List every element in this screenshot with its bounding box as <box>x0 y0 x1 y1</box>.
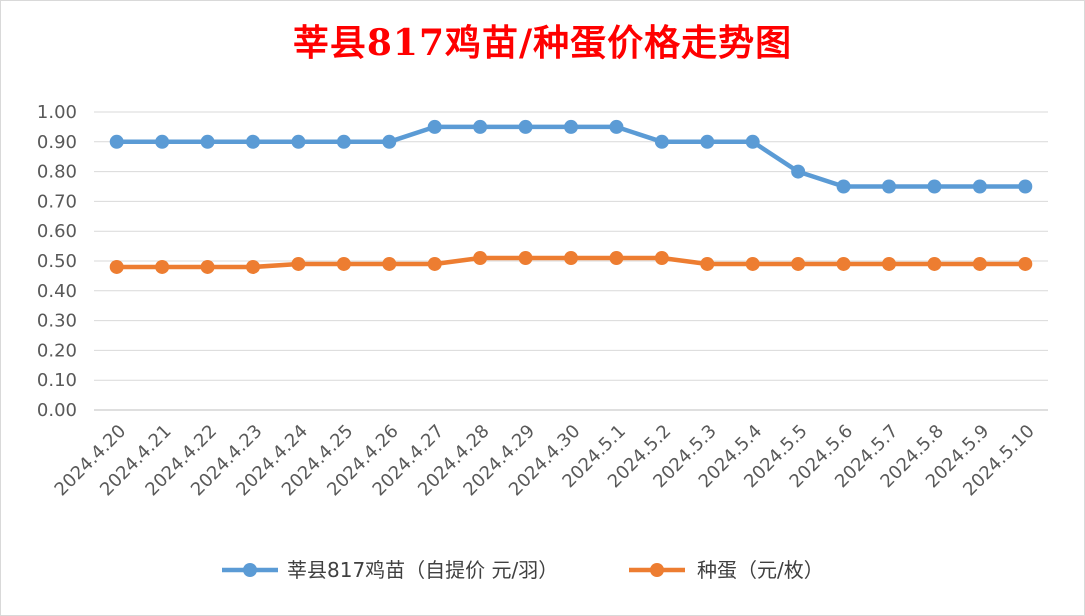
y-tick-label: 0.60 <box>37 221 77 242</box>
data-point <box>291 256 306 271</box>
data-point <box>336 134 351 149</box>
data-point <box>336 256 351 271</box>
legend-item: 种蛋（元/枚） <box>629 558 824 582</box>
y-tick-label: 1.00 <box>37 102 77 123</box>
data-point <box>700 256 715 271</box>
data-point <box>609 251 624 266</box>
x-axis-tick-labels: 2024.4.202024.4.212024.4.222024.4.232024… <box>51 421 1039 501</box>
legend-item: 莘县817鸡苗（自提价 元/羽） <box>222 558 558 582</box>
data-point <box>1018 256 1033 271</box>
legend-marker <box>650 563 664 577</box>
series-1 <box>109 119 1033 194</box>
y-tick-label: 0.90 <box>37 132 77 153</box>
data-point <box>1018 179 1033 194</box>
data-point <box>155 259 170 274</box>
data-point <box>564 251 578 266</box>
data-point <box>382 256 397 271</box>
data-point <box>791 256 806 271</box>
data-point <box>882 179 896 194</box>
data-point <box>791 164 806 179</box>
data-point <box>927 256 942 271</box>
data-point <box>427 256 442 271</box>
y-tick-label: 0.10 <box>37 370 77 391</box>
data-point <box>109 259 124 274</box>
y-tick-label: 0.70 <box>37 191 77 212</box>
y-tick-label: 0.80 <box>37 162 77 183</box>
data-point <box>972 256 987 271</box>
data-point <box>291 134 306 149</box>
y-tick-label: 0.20 <box>37 340 77 361</box>
data-point <box>427 119 442 134</box>
data-point <box>609 119 624 134</box>
y-tick-label: 0.50 <box>37 251 77 272</box>
data-point <box>654 134 669 149</box>
data-point <box>155 134 170 149</box>
data-point <box>200 134 215 149</box>
y-tick-label: 0.40 <box>37 281 77 302</box>
data-point <box>700 134 715 149</box>
data-point <box>200 259 215 274</box>
series-group <box>109 119 1033 274</box>
data-point <box>745 256 760 271</box>
data-point <box>246 134 260 149</box>
y-axis-tick-labels: 0.00 0.10 0.20 0.30 0.40 0.50 0.60 0.70 0.80 0.90… <box>37 102 77 421</box>
data-point <box>882 256 896 271</box>
data-point <box>564 119 578 134</box>
y-tick-label: 0.30 <box>37 311 77 332</box>
data-point <box>836 256 851 271</box>
series-2 <box>109 251 1033 274</box>
data-point <box>518 251 533 266</box>
legend-label: 种蛋（元/枚） <box>697 558 824 582</box>
legend-label: 莘县817鸡苗（自提价 元/羽） <box>287 558 558 582</box>
data-point <box>654 251 669 266</box>
data-point <box>836 179 851 194</box>
data-point <box>382 134 397 149</box>
data-point <box>473 119 488 134</box>
legend-marker <box>243 563 257 577</box>
y-tick-label: 0.00 <box>37 400 77 421</box>
legend: 莘县817鸡苗（自提价 元/羽） 种蛋（元/枚） <box>222 558 824 582</box>
data-point <box>745 134 760 149</box>
data-point <box>927 179 942 194</box>
data-point <box>109 134 124 149</box>
data-point <box>518 119 533 134</box>
chart-title: 莘县817鸡苗/种蛋价格走势图 <box>292 22 793 64</box>
data-point <box>473 251 488 266</box>
data-point <box>972 179 987 194</box>
data-point <box>246 259 260 274</box>
